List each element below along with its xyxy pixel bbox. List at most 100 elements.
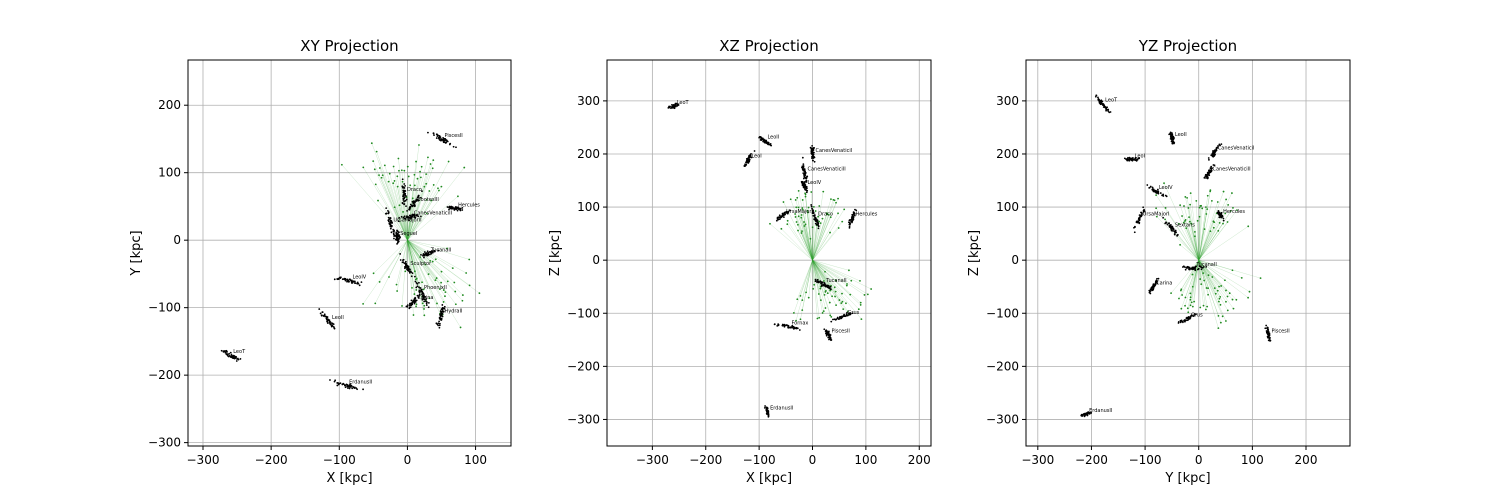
plot-area: LeoT LeoII LeoI CanesVenaticiI CanesVenatici…: [667, 100, 878, 418]
particle: [671, 103, 673, 106]
stream-point: [420, 165, 423, 168]
particle: [435, 322, 438, 325]
stream-point: [434, 258, 437, 261]
stream-line: [1198, 260, 1207, 310]
particle: [402, 191, 405, 194]
particle: [1219, 214, 1222, 217]
particle: [385, 207, 388, 210]
stream-line: [407, 167, 465, 241]
particle: [803, 175, 806, 178]
particle: [789, 209, 791, 212]
stream-line: [798, 216, 813, 261]
particle: [1159, 192, 1162, 194]
particle: [1208, 174, 1211, 177]
stream-line: [812, 260, 826, 272]
particle: [802, 166, 805, 169]
stream-point: [866, 293, 869, 296]
stream-point: [362, 302, 365, 305]
stream-point: [838, 299, 841, 301]
stream-point: [375, 150, 378, 153]
object-cloud: [1146, 184, 1168, 198]
particle: [1209, 167, 1212, 170]
object-cloud: [775, 209, 791, 222]
stream-line: [810, 238, 813, 261]
stream-line: [1191, 223, 1199, 261]
particle: [1139, 215, 1142, 218]
particle: [403, 262, 406, 265]
stream-line: [811, 192, 813, 261]
x-tick-label: −300: [636, 453, 669, 467]
stream-point: [822, 190, 825, 193]
particle: [1196, 268, 1199, 271]
stream-point: [1188, 216, 1190, 219]
stream-line: [1198, 260, 1202, 285]
stream-line: [407, 240, 429, 275]
object-cloud: [406, 190, 423, 212]
object-label: HydraII: [444, 308, 462, 314]
stream-line: [407, 190, 440, 241]
y-tick-label: −300: [148, 436, 181, 450]
particle: [402, 195, 405, 197]
particle: [416, 285, 419, 288]
stream-line: [1198, 205, 1201, 261]
particle: [823, 328, 826, 331]
particle: [455, 208, 457, 211]
y-axis-label: Y [kpc]: [129, 230, 144, 276]
object-label: BootesIII: [417, 197, 439, 203]
stream-line: [1178, 223, 1199, 261]
stream-point: [812, 205, 815, 208]
particle: [412, 301, 415, 303]
stream-line: [1198, 221, 1228, 261]
particle: [423, 256, 425, 259]
particle: [437, 249, 440, 252]
stream-line: [407, 200, 432, 241]
stream-line: [812, 260, 847, 304]
stream-point: [800, 216, 803, 219]
particle: [397, 234, 399, 236]
stream-point: [1155, 207, 1158, 210]
particle: [766, 409, 769, 412]
particle: [1154, 283, 1157, 286]
stream-point: [1179, 243, 1181, 246]
stream-point: [1247, 225, 1250, 228]
particle: [1266, 327, 1268, 330]
stream-line: [401, 240, 408, 306]
stream-point: [446, 247, 449, 250]
particle: [851, 216, 854, 219]
particle: [1264, 327, 1267, 330]
stream-line: [812, 260, 836, 292]
object-cloud: [1216, 210, 1225, 222]
particle: [413, 203, 416, 206]
stream-point: [422, 288, 425, 291]
stream-line: [795, 260, 813, 321]
particle: [1135, 159, 1138, 162]
stream-line: [802, 208, 813, 261]
object-cloud: [446, 205, 464, 212]
particle: [1128, 157, 1131, 160]
stream-line: [1163, 183, 1199, 261]
particle: [1202, 265, 1205, 268]
stream-line: [1198, 230, 1219, 261]
stream-point: [1259, 277, 1262, 280]
stream-point: [1227, 204, 1230, 206]
panel-1: CanesVenaticiII BootesIII Hercules UrsaMajo…: [129, 37, 512, 486]
particle: [833, 318, 836, 321]
particle: [347, 279, 350, 282]
particle: [1156, 280, 1159, 283]
particle: [801, 156, 804, 159]
particle: [387, 209, 389, 212]
particle: [802, 177, 805, 180]
particle: [349, 383, 351, 386]
particle: [406, 215, 408, 218]
particle: [1154, 190, 1157, 193]
stream-point: [1203, 279, 1206, 282]
stream-line: [363, 167, 408, 241]
particle: [1207, 157, 1210, 159]
particle: [803, 185, 805, 188]
object-cloud: [394, 229, 401, 245]
stream-line: [407, 185, 415, 241]
stream-line: [407, 240, 425, 316]
stream-point: [1184, 304, 1186, 307]
x-tick-label: 0: [809, 453, 817, 467]
particle: [459, 207, 462, 210]
